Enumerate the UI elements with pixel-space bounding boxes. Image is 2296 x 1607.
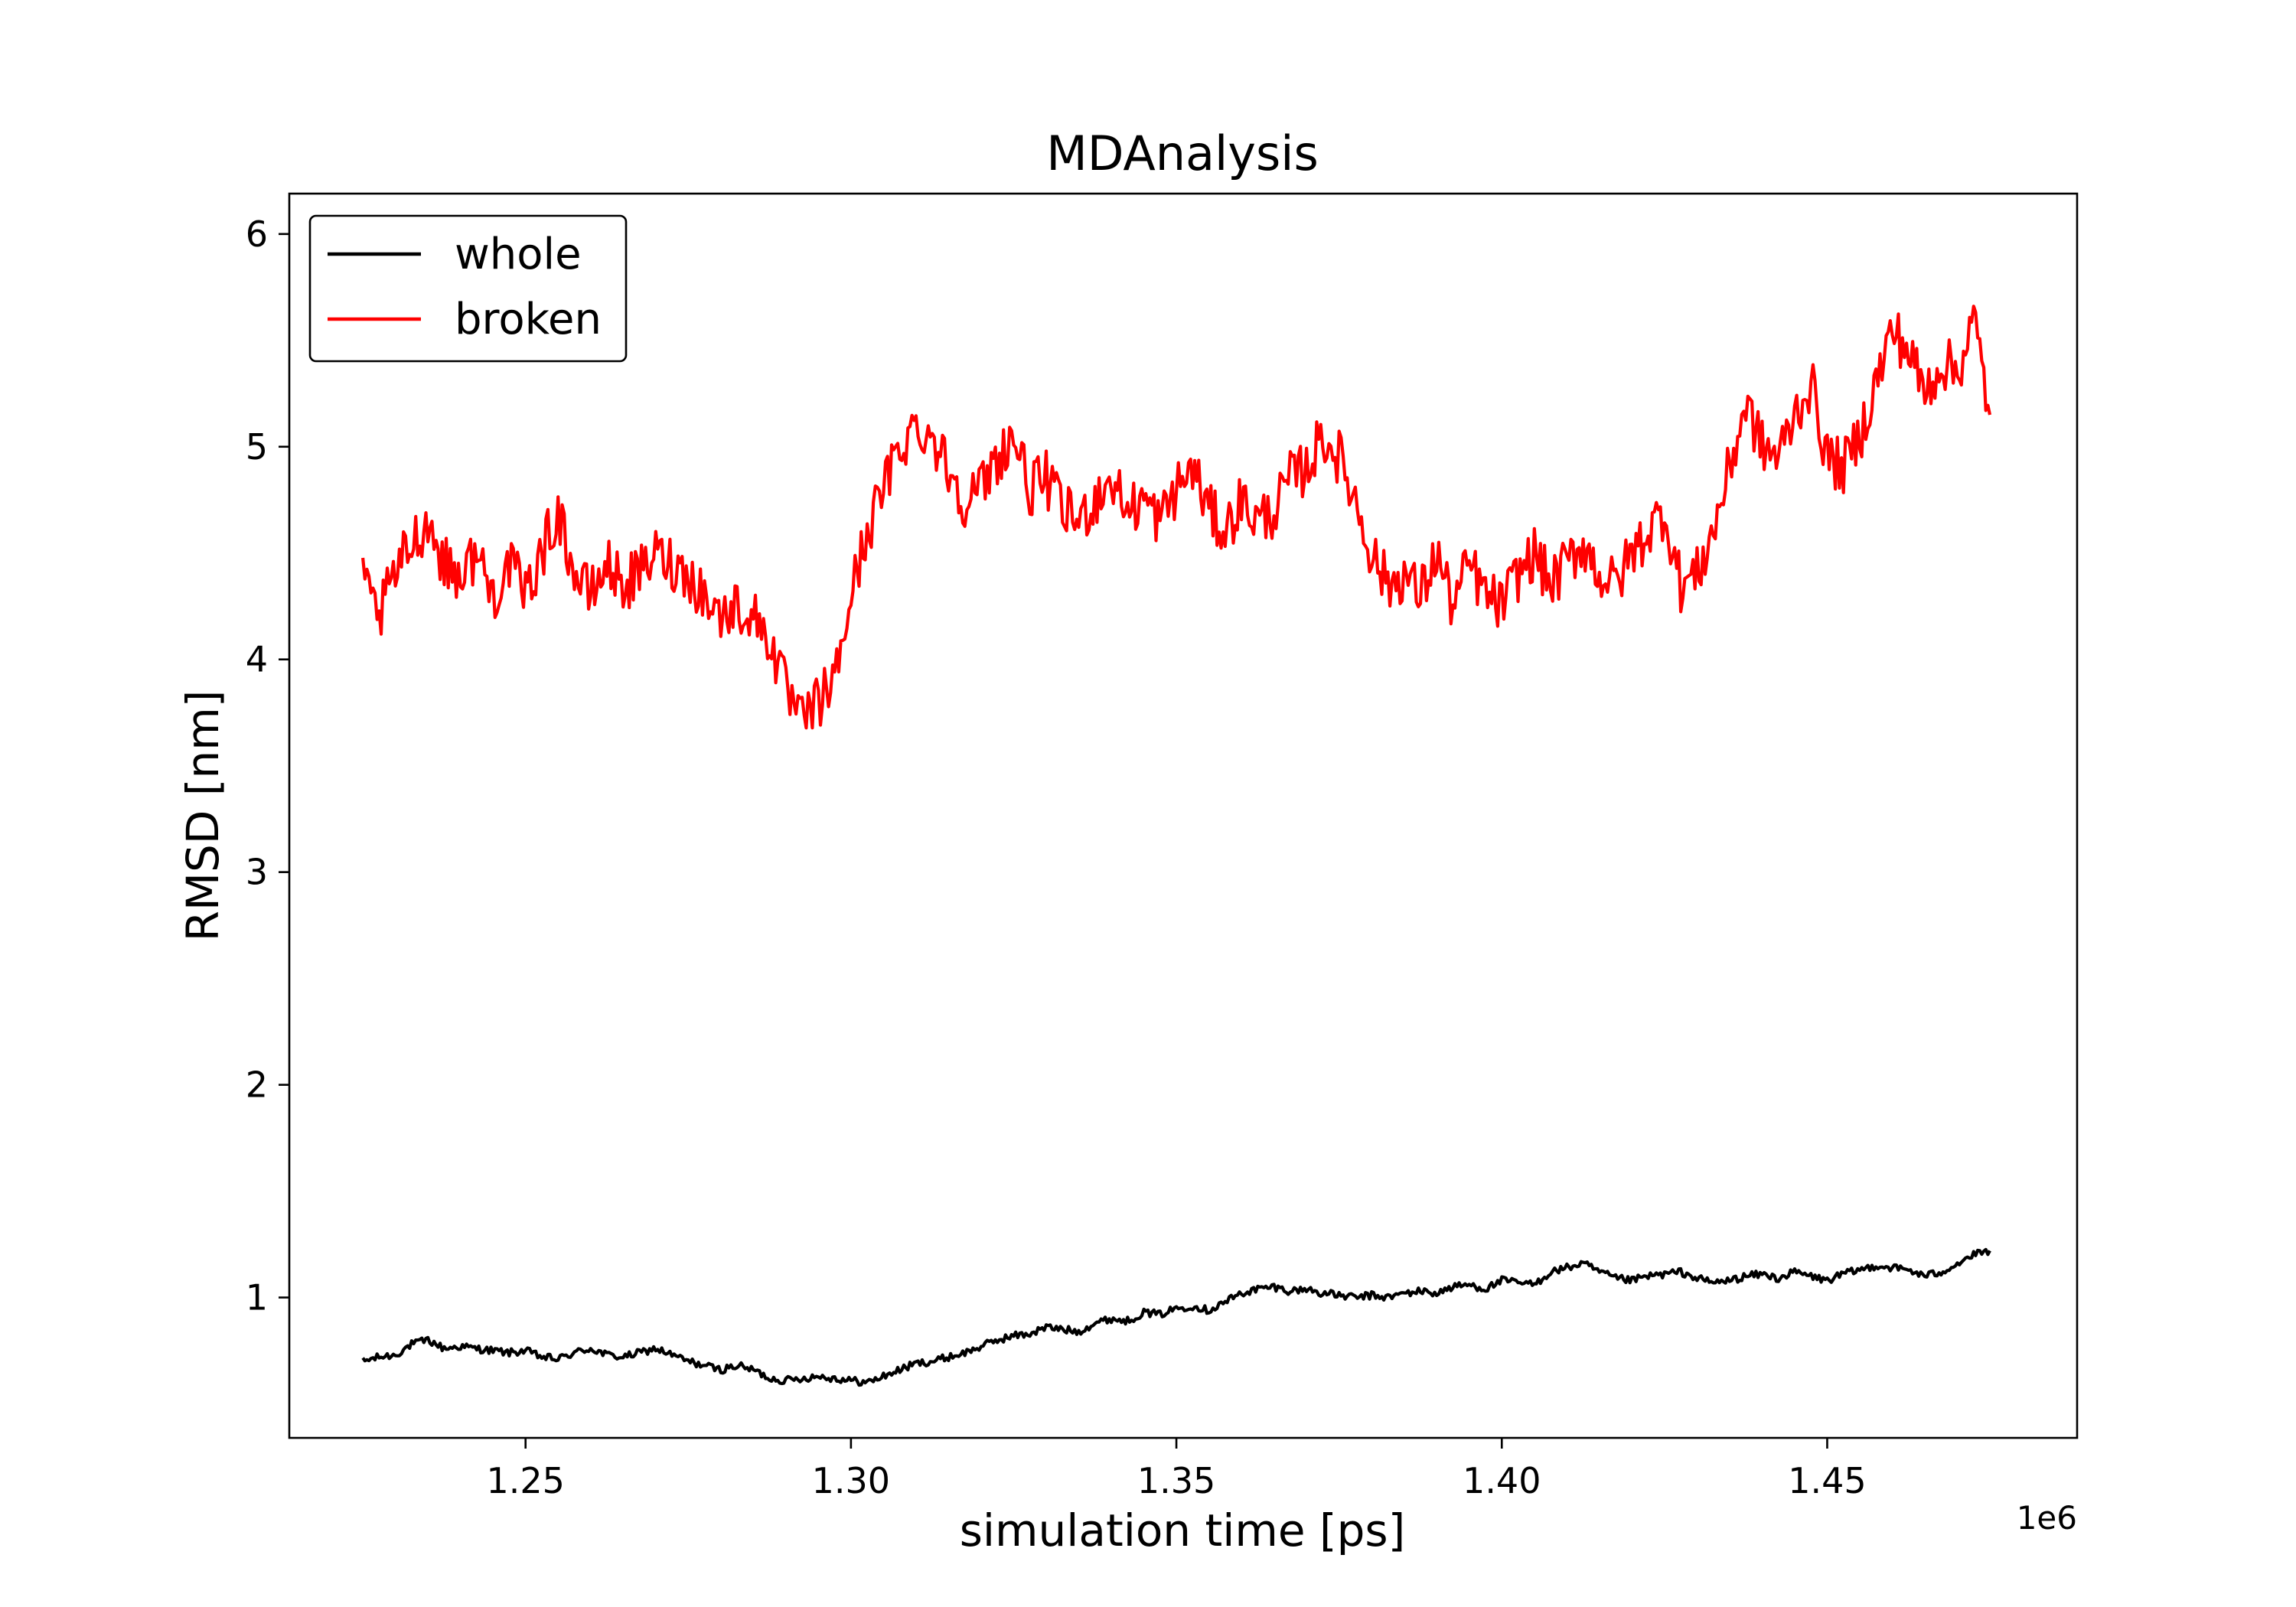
y-tick-label: 2	[246, 1064, 268, 1106]
y-tick-label: 4	[246, 639, 268, 680]
series-layer	[361, 305, 1992, 1387]
y-tick-label: 1	[246, 1277, 268, 1319]
legend-label-broken: broken	[455, 295, 602, 344]
y-tick-label: 5	[246, 426, 268, 468]
series-line-whole	[361, 1247, 1991, 1387]
x-tick-label: 1.25	[486, 1460, 564, 1501]
axes-frame	[288, 192, 2079, 1439]
x-tick-label: 1.45	[1788, 1460, 1866, 1501]
y-tick-label: 3	[246, 852, 268, 893]
chart-title: MDAnalysis	[1046, 125, 1319, 181]
legend-label-whole: whole	[455, 230, 582, 279]
legend-box	[308, 214, 628, 363]
x-tick-label: 1.35	[1137, 1460, 1215, 1501]
x-tick-label: 1.30	[812, 1460, 890, 1501]
legend: whole broken	[308, 214, 628, 363]
x-axis: 1.25 1.30 1.35 1.40 1.45	[486, 1438, 1867, 1501]
y-axis-label: RMSD [nm]	[177, 690, 229, 942]
series-line-broken	[361, 305, 1992, 730]
y-axis: 1 2 3 4 5 6	[246, 214, 289, 1319]
y-tick-label: 6	[246, 214, 268, 255]
x-axis-label: simulation time [ps]	[960, 1504, 1406, 1556]
x-axis-offset-label: 1e6	[2017, 1499, 2077, 1537]
plot-area	[288, 192, 2079, 1439]
x-tick-label: 1.40	[1463, 1460, 1541, 1501]
